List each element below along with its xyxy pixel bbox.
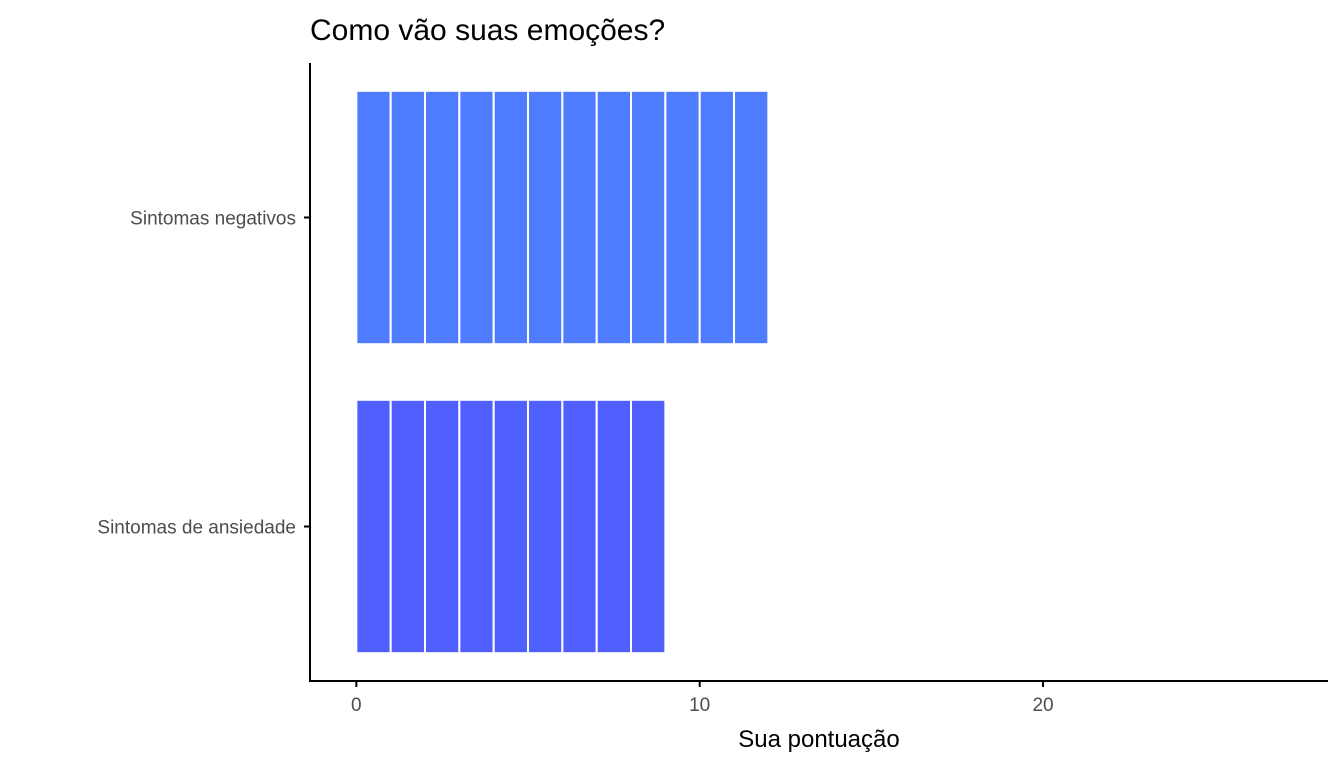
bar-segment: [595, 89, 633, 346]
x-axis-title: Sua pontuação: [738, 726, 899, 753]
bar-segment: [527, 89, 564, 346]
y-tick-label: Sintomas de ansiedade: [97, 518, 296, 539]
bar-segment: [389, 89, 427, 346]
bar-segment: [698, 89, 736, 346]
chart-title: Como vão suas emoções?: [310, 14, 665, 47]
bar-segment: [389, 398, 427, 655]
bar-segment: [424, 398, 461, 655]
bar-segment: [595, 398, 633, 655]
x-tick-label: 10: [689, 695, 710, 716]
bar-segment: [561, 89, 598, 346]
bar-segment: [733, 89, 770, 346]
bar-segment: [424, 89, 461, 346]
y-tick-label: Sintomas negativos: [130, 209, 296, 230]
x-tick-label: 0: [351, 695, 362, 716]
bar-segment: [561, 398, 598, 655]
bar-segment: [458, 398, 495, 655]
bar-segment: [492, 89, 530, 346]
bars-layer: [355, 89, 770, 655]
bar-segment: [458, 89, 495, 346]
y-axis-ticks: Sintomas negativos Sintomas de ansiedade: [97, 209, 310, 539]
bar-segment: [630, 89, 667, 346]
bar-segment: [355, 398, 392, 655]
bar-segment: [355, 89, 392, 346]
x-tick-label: 20: [1032, 695, 1053, 716]
bar-segment: [664, 89, 701, 346]
bar-segment: [527, 398, 564, 655]
bar-segment: [630, 398, 667, 655]
x-axis-ticks: 0 10 20: [351, 681, 1054, 716]
bar-segment: [492, 398, 530, 655]
